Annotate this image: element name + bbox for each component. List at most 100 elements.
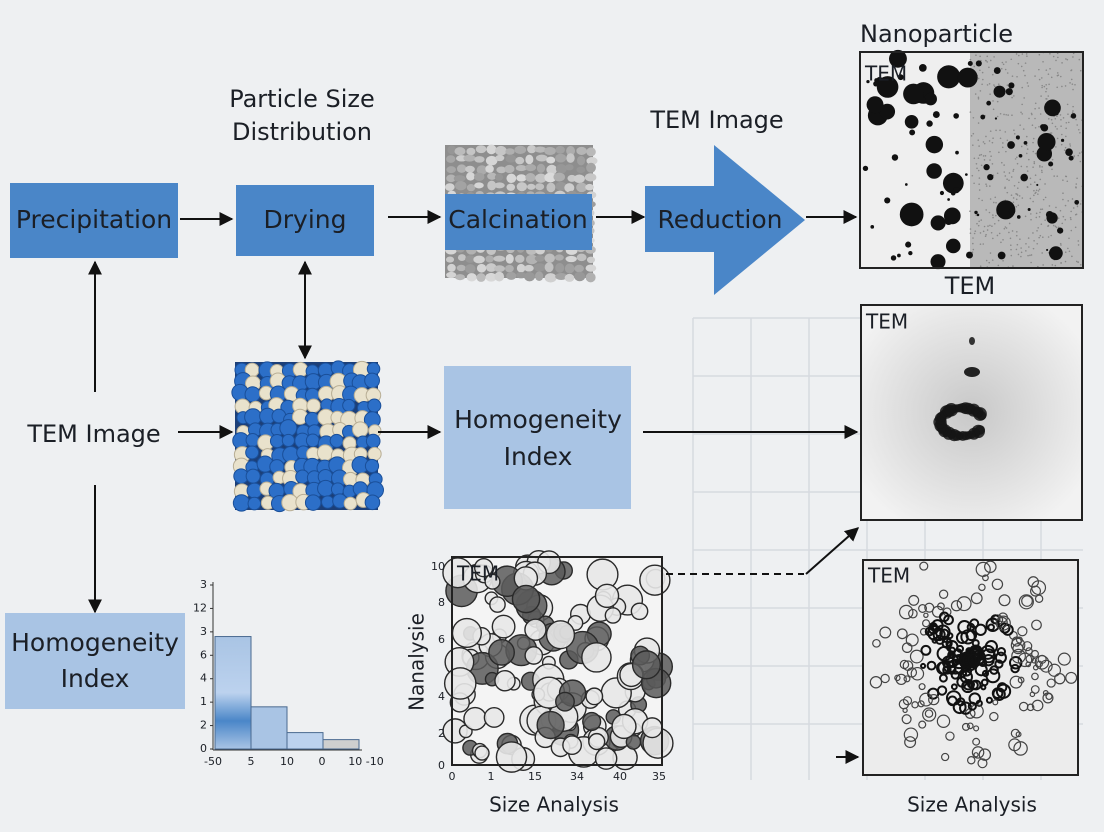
speckle bbox=[1017, 204, 1020, 207]
speckle bbox=[1005, 113, 1007, 116]
cell bbox=[1054, 672, 1066, 685]
speckle bbox=[1040, 77, 1043, 79]
pebble bbox=[564, 183, 575, 193]
speckle bbox=[986, 61, 989, 63]
cell bbox=[545, 620, 576, 650]
speckle bbox=[1029, 177, 1032, 180]
particle bbox=[1044, 99, 1061, 117]
cell bbox=[879, 626, 892, 639]
pebble bbox=[473, 172, 485, 181]
speckle bbox=[1033, 162, 1036, 165]
particle bbox=[862, 165, 869, 172]
speckle bbox=[1008, 231, 1010, 234]
speckle bbox=[996, 234, 999, 237]
speckle bbox=[1021, 197, 1024, 199]
speckle bbox=[1049, 67, 1051, 70]
speckle bbox=[1010, 58, 1013, 61]
speckle bbox=[1025, 152, 1028, 155]
particle bbox=[891, 154, 899, 161]
x-tick-label: 40 bbox=[613, 770, 627, 783]
particle bbox=[908, 250, 913, 256]
speckle bbox=[1077, 154, 1080, 157]
speckle bbox=[1066, 58, 1069, 61]
speckle bbox=[1032, 200, 1034, 203]
cell bbox=[945, 690, 962, 706]
pebble bbox=[586, 157, 598, 165]
speckle bbox=[996, 115, 999, 118]
tem-image bbox=[860, 49, 1084, 270]
speckle bbox=[993, 56, 995, 58]
cell bbox=[937, 602, 945, 611]
particle bbox=[904, 115, 919, 129]
particle bbox=[953, 113, 959, 119]
image-ticks: 10 8 6 4 2 00 1 15 34 40 35 bbox=[431, 560, 666, 783]
speckle bbox=[1000, 161, 1003, 164]
pebble bbox=[527, 145, 537, 154]
speckle bbox=[1051, 158, 1054, 161]
speckle bbox=[977, 157, 980, 159]
speckle bbox=[1075, 118, 1077, 121]
cell bbox=[985, 617, 1000, 633]
speckle bbox=[1064, 146, 1067, 149]
speckle bbox=[1003, 164, 1005, 166]
step-box bbox=[10, 183, 178, 258]
speckle bbox=[1044, 219, 1046, 221]
speckle bbox=[1059, 242, 1062, 245]
tem-image bbox=[863, 560, 1078, 775]
speckle bbox=[996, 172, 999, 175]
speckle bbox=[1027, 237, 1030, 239]
cell bbox=[938, 611, 950, 623]
speckle bbox=[1064, 218, 1067, 221]
speckle bbox=[1051, 122, 1054, 125]
speckle bbox=[972, 237, 974, 239]
blob bbox=[964, 367, 980, 377]
cell bbox=[919, 561, 929, 571]
cell bbox=[896, 628, 908, 640]
speckle bbox=[1039, 164, 1041, 167]
speckle bbox=[1026, 148, 1029, 150]
pebble bbox=[544, 273, 557, 283]
speckle bbox=[1015, 53, 1018, 55]
speckle bbox=[1007, 114, 1009, 116]
speckle bbox=[1050, 132, 1053, 134]
cell bbox=[898, 698, 910, 710]
speckle bbox=[1004, 131, 1007, 133]
pebble bbox=[444, 183, 455, 191]
speckle bbox=[1034, 117, 1036, 120]
speckle bbox=[1059, 209, 1062, 212]
cell bbox=[903, 675, 911, 683]
speckle bbox=[989, 224, 991, 227]
speckle bbox=[1039, 211, 1041, 214]
speckle bbox=[1012, 201, 1015, 204]
bar bbox=[214, 636, 252, 750]
speckle bbox=[1045, 69, 1048, 71]
particle bbox=[983, 164, 990, 171]
pebble bbox=[486, 144, 497, 155]
speckle bbox=[1039, 166, 1041, 168]
speckle bbox=[1038, 188, 1041, 191]
speckle bbox=[1016, 162, 1019, 165]
speckle bbox=[1075, 186, 1077, 189]
particle bbox=[994, 117, 998, 120]
cell bbox=[992, 699, 999, 706]
particle bbox=[897, 253, 901, 258]
pebble bbox=[485, 255, 494, 263]
pebble bbox=[474, 156, 485, 163]
speckle bbox=[1059, 114, 1062, 116]
speckle bbox=[973, 182, 975, 185]
speckle bbox=[1025, 144, 1028, 147]
speckle bbox=[1037, 190, 1040, 192]
pebble bbox=[446, 166, 456, 174]
speckle bbox=[1001, 61, 1004, 64]
pebble bbox=[527, 183, 536, 190]
speckle bbox=[1033, 239, 1035, 242]
speckle bbox=[1015, 205, 1018, 208]
pebble bbox=[554, 254, 564, 261]
pebble bbox=[504, 164, 515, 174]
speckle bbox=[1062, 179, 1064, 181]
cell bbox=[980, 678, 989, 687]
speckle bbox=[979, 69, 981, 72]
speckle bbox=[972, 116, 975, 119]
speckle bbox=[1048, 118, 1050, 120]
speckle bbox=[977, 122, 980, 124]
